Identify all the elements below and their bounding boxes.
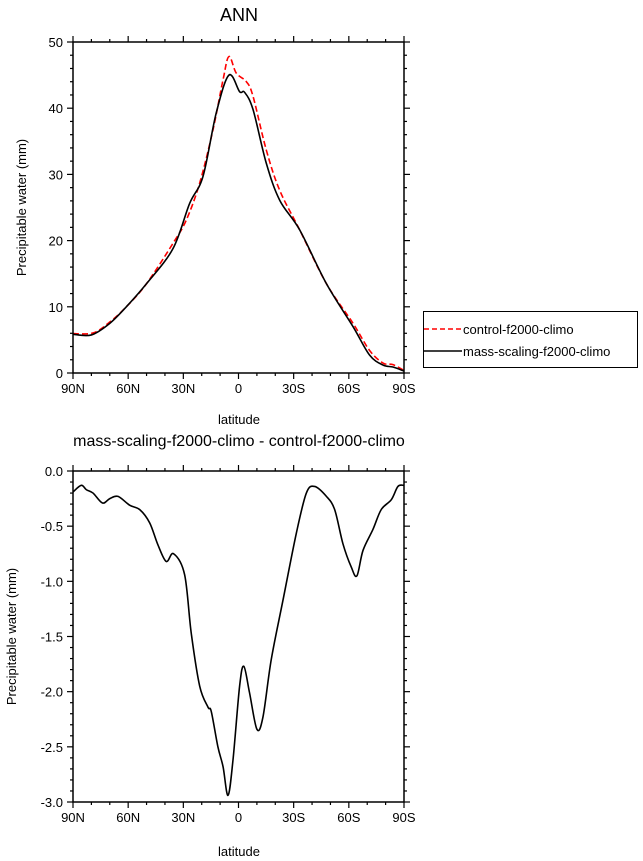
legend: control-f2000-climo mass-scaling-f2000-c…: [423, 311, 638, 368]
x-tick-label: 30N: [171, 381, 195, 396]
x-tick-label: 60N: [116, 381, 140, 396]
y-tick-label: 40: [49, 101, 63, 116]
y-tick-label: -3.0: [41, 795, 63, 810]
x-tick-label: 90N: [61, 810, 85, 825]
y-tick-label: -1.5: [41, 630, 63, 645]
x-tick-label: 0: [235, 381, 242, 396]
x-tick-label: 30N: [171, 810, 195, 825]
bottom-x-axis-label: latitude: [218, 844, 260, 859]
y-tick-label: 20: [49, 234, 63, 249]
y-tick-label: -1.0: [41, 574, 63, 589]
x-tick-label: 60N: [116, 810, 140, 825]
plot-frame: [72, 470, 405, 803]
legend-box: [423, 311, 638, 368]
top-x-axis-label: latitude: [218, 412, 260, 427]
x-tick-label: 90S: [392, 810, 415, 825]
series-line-difference: [72, 484, 405, 797]
x-tick-label: 60S: [337, 381, 360, 396]
y-tick-label: 50: [49, 35, 63, 50]
top-panel-annual-precipitable-water: ANN latitude Precipitable water (mm) 90N…: [14, 5, 416, 427]
plot-frame: [72, 41, 405, 374]
bottom-chart-title: mass-scaling-f2000-climo - control-f2000…: [73, 433, 405, 450]
y-tick-label: -0.5: [41, 519, 63, 534]
x-tick-label: 90N: [61, 381, 85, 396]
legend-label-control: control-f2000-climo: [463, 322, 574, 337]
y-tick-label: 0.0: [45, 464, 63, 479]
series-line-control-f2000-climo: [72, 55, 405, 372]
x-tick-label: 30S: [282, 381, 305, 396]
x-tick-label: 60S: [337, 810, 360, 825]
series-line-mass-scaling-f2000-climo: [72, 73, 405, 372]
bottom-y-axis-label: Precipitable water (mm): [4, 568, 19, 705]
y-tick-label: 0: [56, 366, 63, 381]
legend-label-mass-scaling: mass-scaling-f2000-climo: [463, 344, 610, 359]
x-tick-label: 0: [235, 810, 242, 825]
y-tick-label: 30: [49, 167, 63, 182]
top-y-axis-label: Precipitable water (mm): [14, 139, 29, 276]
top-chart-title: ANN: [220, 5, 258, 25]
y-tick-label: 10: [49, 300, 63, 315]
x-tick-label: 90S: [392, 381, 415, 396]
y-tick-label: -2.0: [41, 685, 63, 700]
bottom-panel-difference: mass-scaling-f2000-climo - control-f2000…: [4, 433, 416, 859]
y-tick-label: -2.5: [41, 740, 63, 755]
x-tick-label: 30S: [282, 810, 305, 825]
